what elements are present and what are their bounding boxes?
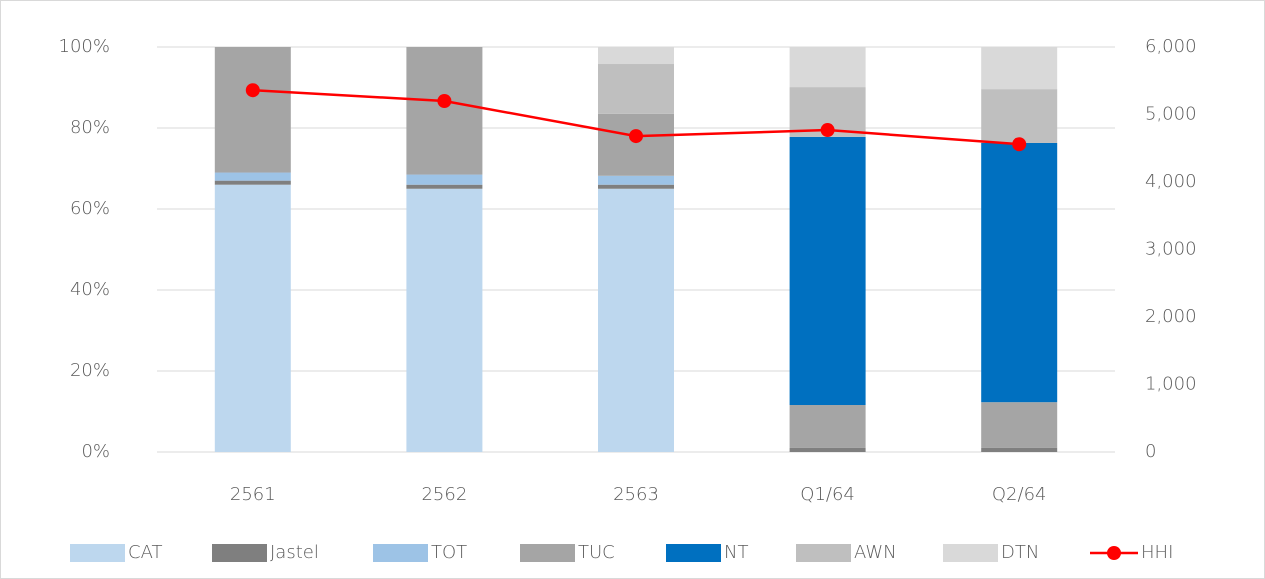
y2-tick-label: 5,000: [1145, 104, 1197, 125]
legend-swatch: [943, 544, 998, 562]
x-tick-label: 2562: [421, 484, 467, 505]
legend-label: TUC: [578, 542, 615, 563]
line-marker: [629, 129, 643, 144]
legend-swatch: [520, 544, 575, 562]
legend-swatch: [666, 544, 721, 562]
line-marker: [437, 94, 452, 108]
legend-label: CAT: [128, 542, 162, 563]
x-tick-label: Q2/64: [992, 484, 1047, 505]
bar-segment: [598, 188, 674, 452]
legend-label: AWN: [854, 542, 897, 563]
bar-segment: [981, 447, 1058, 452]
line-marker: [820, 123, 835, 138]
x-tick-label: 2561: [230, 484, 276, 505]
bar-segment: [598, 184, 674, 189]
y2-tick-label: 0: [1145, 441, 1156, 462]
y2-tick-label: 1,000: [1145, 374, 1197, 395]
bar-segment: [598, 175, 674, 185]
x-tick-label: Q1/64: [800, 484, 855, 505]
bar-segment: [214, 172, 291, 181]
x-tick-label: 2563: [613, 484, 659, 505]
y2-tick-label: 4,000: [1145, 171, 1197, 192]
bar-segment: [981, 89, 1058, 143]
bar-segment: [406, 184, 483, 189]
bar-segment: [789, 405, 866, 448]
bar-segment: [789, 447, 866, 452]
line-marker: [1012, 137, 1027, 152]
bar-segment: [406, 47, 483, 175]
legend-swatch: [70, 544, 125, 562]
bar-segment: [789, 47, 866, 88]
legend-marker: [1107, 546, 1121, 560]
y-tick-label: 0%: [81, 441, 110, 462]
y-tick-label: 80%: [70, 117, 110, 138]
legend-swatch: [212, 544, 267, 562]
bar-segment: [214, 47, 291, 173]
line-marker: [245, 83, 260, 98]
bar-segment: [598, 64, 674, 114]
y-tick-label: 40%: [70, 279, 110, 300]
legend-swatch: [796, 544, 851, 562]
bar-segment: [406, 174, 483, 185]
legend-label: Jastel: [270, 542, 319, 563]
y-tick-label: 100%: [59, 36, 110, 57]
bar-segment: [406, 188, 483, 452]
legend-label: DTN: [1001, 542, 1039, 563]
legend-swatch: [373, 544, 428, 562]
bar-segment: [981, 402, 1058, 448]
y2-tick-label: 6,000: [1145, 36, 1197, 57]
y2-tick-label: 2,000: [1145, 306, 1197, 327]
bar-segment: [981, 47, 1058, 90]
legend-label: TOT: [431, 542, 467, 563]
bar-segment: [214, 180, 291, 185]
bar-segment: [214, 184, 291, 452]
y2-tick-label: 3,000: [1145, 239, 1197, 260]
bar-segment: [981, 142, 1058, 403]
y-tick-label: 20%: [70, 360, 110, 381]
bar-segment: [789, 136, 866, 406]
bar-segment: [598, 113, 674, 176]
legend-label: HHI: [1141, 542, 1173, 563]
legend-label: NT: [724, 542, 748, 563]
bar-segment: [598, 47, 674, 65]
y-tick-label: 60%: [70, 198, 110, 219]
